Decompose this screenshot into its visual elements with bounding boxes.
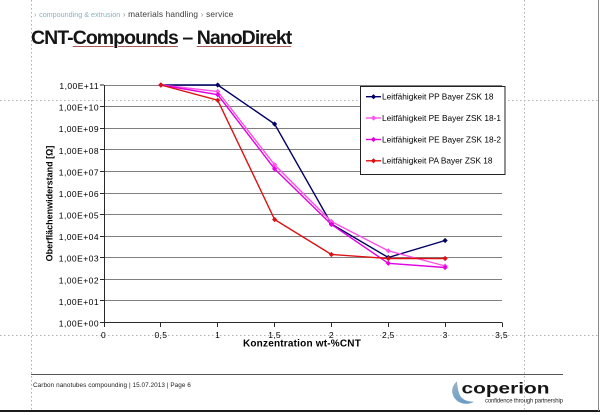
svg-text:0: 0 <box>101 330 106 340</box>
svg-text:confidence through partnership: confidence through partnership <box>485 398 564 404</box>
svg-text:1,5: 1,5 <box>268 330 281 340</box>
svg-text:1,00E+11: 1,00E+11 <box>59 81 99 91</box>
svg-text:Leitfähigkeit PA Bayer ZSK 18: Leitfähigkeit PA Bayer ZSK 18 <box>382 156 493 166</box>
svg-text:1,00E+02: 1,00E+02 <box>59 275 99 285</box>
svg-text:1,00E+10: 1,00E+10 <box>59 103 99 113</box>
svg-text:1: 1 <box>215 330 220 340</box>
svg-text:2,5: 2,5 <box>382 330 395 340</box>
svg-text:Leitfähigkeit PE Bayer ZSK 18-: Leitfähigkeit PE Bayer ZSK 18-1 <box>382 113 501 123</box>
svg-text:3,5: 3,5 <box>495 330 508 340</box>
svg-text:2: 2 <box>329 330 334 340</box>
svg-text:Konzentration wt-%CNT: Konzentration wt-%CNT <box>243 339 361 350</box>
svg-text:0,5: 0,5 <box>155 330 168 340</box>
svg-text:3: 3 <box>443 330 448 340</box>
svg-text:Leitfähigkeit PP Bayer ZSK 18: Leitfähigkeit PP Bayer ZSK 18 <box>382 92 494 102</box>
svg-text:1,00E+00: 1,00E+00 <box>59 319 99 329</box>
svg-text:1,00E+05: 1,00E+05 <box>59 211 99 221</box>
svg-text:1,00E+04: 1,00E+04 <box>59 232 99 242</box>
svg-text:1,00E+01: 1,00E+01 <box>59 297 99 307</box>
svg-text:1,00E+09: 1,00E+09 <box>59 124 99 134</box>
svg-text:1,00E+06: 1,00E+06 <box>59 189 99 199</box>
svg-text:1,00E+08: 1,00E+08 <box>59 146 99 156</box>
svg-text:1,00E+03: 1,00E+03 <box>59 254 99 264</box>
svg-text:Leitfähigkeit PE Bayer ZSK 18-: Leitfähigkeit PE Bayer ZSK 18-2 <box>382 134 501 144</box>
svg-text:1,00E+07: 1,00E+07 <box>59 167 99 177</box>
svg-text:coperion: coperion <box>462 381 550 398</box>
svg-text:Oberflächenwiderstand [Ω]: Oberflächenwiderstand [Ω] <box>45 146 55 262</box>
